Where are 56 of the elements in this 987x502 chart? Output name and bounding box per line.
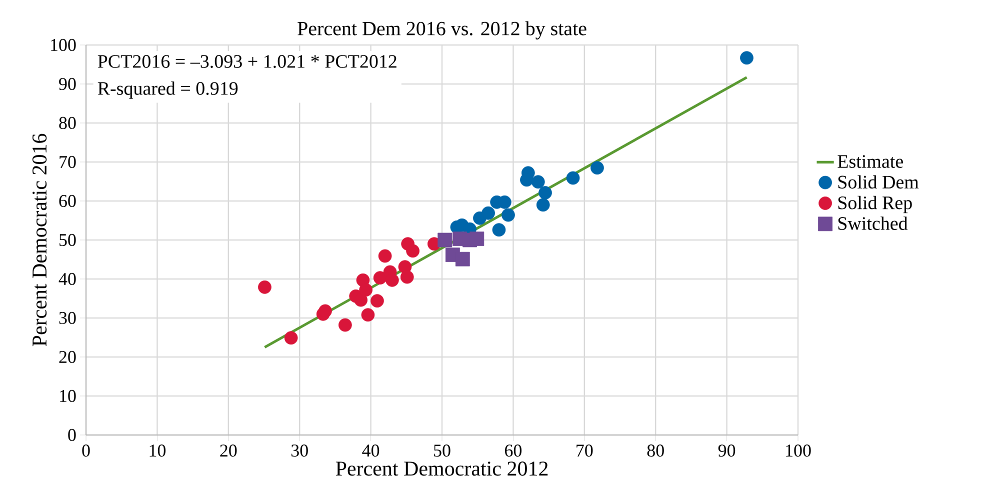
x-tick-label: 90 <box>718 444 736 457</box>
x-tick-label: 20 <box>220 444 237 457</box>
legend-label: Switched <box>838 216 908 230</box>
y-tick-label: 90 <box>59 78 76 90</box>
point <box>359 283 373 297</box>
y-tick-label: 60 <box>59 194 76 208</box>
point <box>370 294 384 308</box>
x-tick-label: 50 <box>434 444 450 457</box>
chart-title: Percent Dem 2016 vs. 2012 by state <box>298 21 586 40</box>
y-tick-label: 100 <box>51 38 76 52</box>
point <box>385 273 399 287</box>
legend-label: Estimate <box>838 155 903 168</box>
y-tick-label: 40 <box>58 272 76 286</box>
y-tick-label: 80 <box>59 116 76 130</box>
x-tick-label: 40 <box>362 444 380 457</box>
x-tick-label: 30 <box>291 444 308 457</box>
annotation: R-squared = 0.919 <box>98 82 238 99</box>
y-tick-label: 10 <box>60 390 76 402</box>
point <box>400 270 414 284</box>
point <box>470 232 484 246</box>
point <box>740 51 754 65</box>
point <box>438 232 452 248</box>
x-tick-label: 80 <box>647 444 664 457</box>
point <box>406 244 420 258</box>
point <box>538 186 552 200</box>
y-tick-label: 20 <box>59 350 76 364</box>
point <box>520 173 534 187</box>
y-tick-label: 70 <box>60 156 76 168</box>
point <box>284 331 298 345</box>
point <box>590 161 604 175</box>
point <box>378 249 392 263</box>
y-tick-label: 0 <box>68 428 76 442</box>
point <box>373 271 387 285</box>
x-axis-title: Percent Democratic 2012 <box>336 462 548 476</box>
point <box>492 223 506 237</box>
point <box>482 206 495 220</box>
point <box>566 171 580 185</box>
point <box>536 198 550 212</box>
y-tick-label: 50 <box>60 234 76 246</box>
x-tick-label: 0 <box>82 444 90 457</box>
x-tick-label: 70 <box>576 444 593 457</box>
x-tick-label: 60 <box>504 444 522 457</box>
point <box>502 208 515 222</box>
point <box>258 280 272 294</box>
x-tick-label: 10 <box>150 444 166 457</box>
legend-label: Solid Dem <box>838 175 919 189</box>
y-tick-label: 30 <box>59 312 76 324</box>
point <box>531 175 545 189</box>
point <box>455 252 470 266</box>
point <box>338 318 352 332</box>
annotation: PCT2016 = –3.093 + 1.021 * PCT2012 <box>98 55 396 68</box>
point <box>318 304 332 318</box>
y-axis-title: Percent Democratic 2016 <box>32 134 47 346</box>
legend-label: Solid Rep <box>838 196 912 214</box>
x-tick-label: 100 <box>786 444 811 457</box>
point <box>361 308 375 322</box>
